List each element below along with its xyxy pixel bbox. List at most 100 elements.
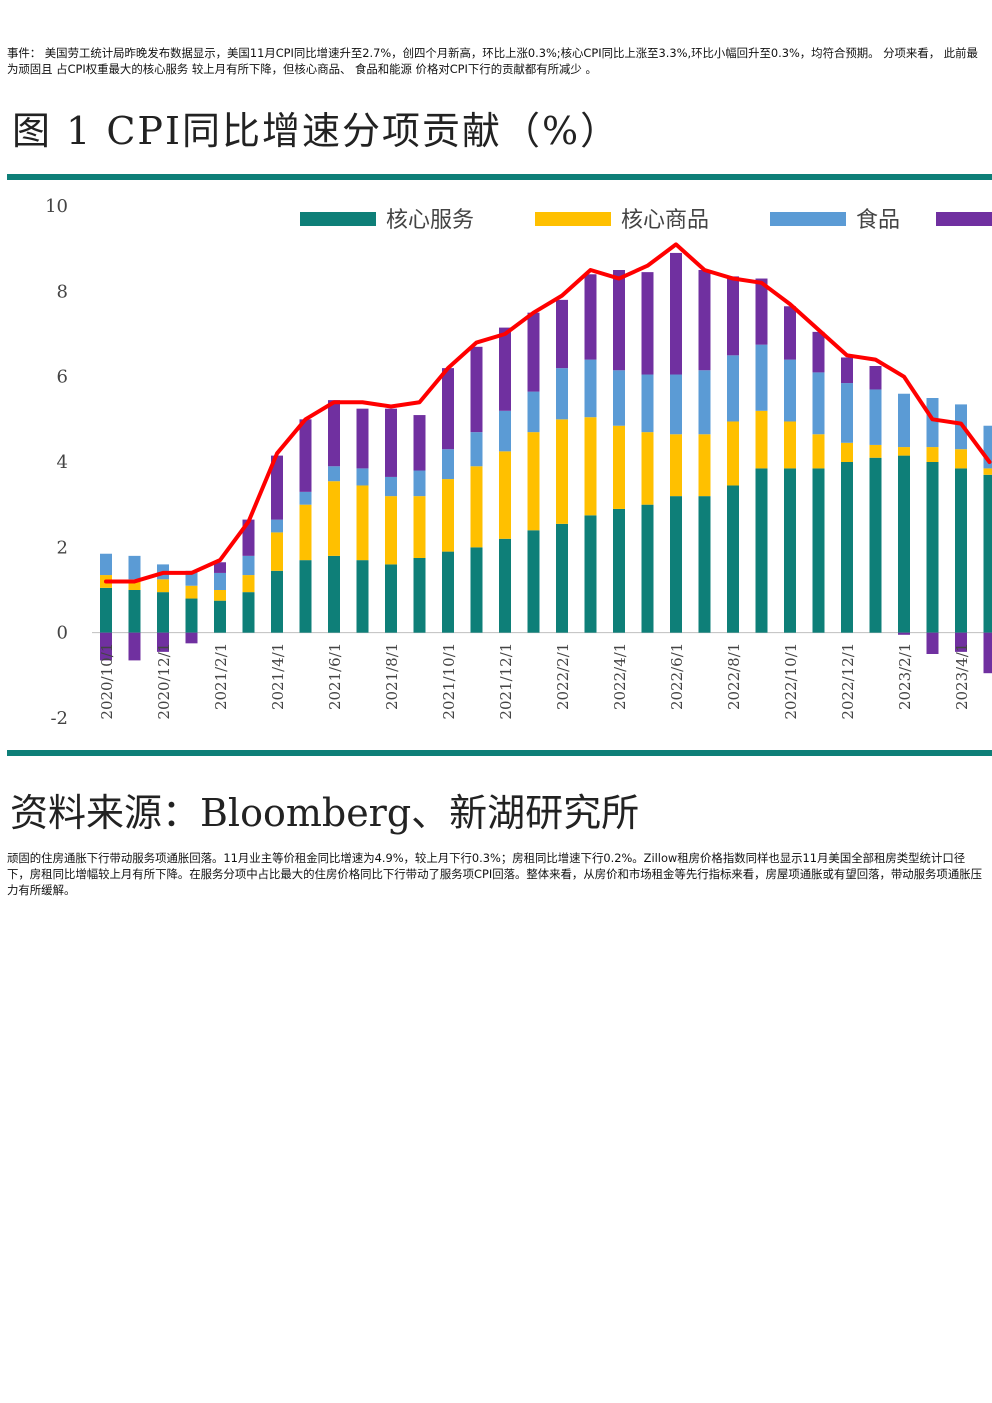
bar-segment [299, 491, 312, 505]
x-tick-label: 2020/10/1 [98, 643, 116, 720]
bar-segment [869, 389, 882, 445]
bar-segment [128, 590, 141, 633]
bar-segment [527, 432, 540, 531]
bar-segment [413, 558, 426, 633]
bar-segment [157, 632, 169, 652]
y-tick-label: 2 [57, 537, 68, 558]
chart-x-labels: 2020/10/1 2020/12/1 2021/2/1 2021/4/1 2021/6… [98, 643, 971, 720]
bar-segment [641, 272, 654, 375]
bar-segment [100, 587, 112, 633]
bar-segment [698, 434, 711, 497]
x-tick-label: 2021/12/1 [497, 643, 515, 720]
legend-label: 核心服务 [386, 208, 474, 233]
bar-segment [812, 331, 825, 373]
bar-segment [926, 398, 939, 448]
bar-segment [157, 579, 169, 593]
bar-segment [556, 299, 568, 369]
bar-segment [898, 632, 910, 635]
legend-label: 食品 [856, 208, 900, 233]
bar-segment [385, 564, 397, 633]
bar-segment [527, 312, 540, 392]
bar-segment [670, 374, 682, 435]
bar-segment [128, 632, 141, 661]
x-tick-label: 2021/4/1 [269, 643, 287, 710]
bar-segment [869, 366, 882, 390]
bar-segment [812, 372, 825, 435]
x-tick-label: 2020/12/1 [155, 643, 173, 720]
bar-segment [670, 496, 682, 633]
y-tick-label: -2 [50, 708, 68, 729]
bar-segment [983, 468, 992, 475]
bar-segment [727, 485, 739, 633]
bar-segment [983, 474, 992, 633]
bar-segment [299, 504, 312, 561]
bar-segment [955, 632, 967, 652]
bar-segment [299, 560, 312, 633]
bar-segment [214, 590, 226, 601]
legend-swatch [936, 212, 992, 226]
x-tick-label: 2021/2/1 [212, 643, 230, 710]
bar-segment [527, 391, 540, 433]
legend-swatch [535, 212, 611, 226]
bar-segment [328, 466, 340, 482]
bar-segment [470, 346, 483, 433]
bar-segment [727, 276, 739, 356]
cpi-line [104, 242, 992, 584]
bar-segment [613, 508, 625, 633]
bar-segment [470, 547, 483, 633]
bar-segment [100, 632, 112, 661]
bar-segment [413, 470, 426, 497]
bar-segment [556, 523, 568, 633]
bar-segment [271, 570, 283, 633]
bar-segment [983, 632, 992, 674]
bar-segment [413, 496, 426, 558]
bar-segment [926, 447, 939, 462]
bar-segment [641, 374, 654, 433]
bar-segment [784, 306, 796, 360]
x-tick-label: 2021/10/1 [440, 643, 458, 720]
bar-segment [584, 359, 597, 418]
bar-segment [356, 485, 369, 561]
bar-segment [385, 408, 397, 477]
figure-source: 资料来源：Bloomberg、新湖研究所 [10, 791, 640, 835]
chart-bars [100, 252, 992, 674]
x-tick-label: 2022/12/1 [839, 643, 857, 720]
bar-segment [698, 270, 711, 371]
bar-segment [385, 496, 397, 565]
figure-title: 图 1 CPI同比增速分项贡献（%） [12, 109, 621, 153]
y-tick-label: 4 [57, 452, 68, 473]
bar-segment [299, 419, 312, 492]
chart-legend: 核心服务 核心商品 食品 [300, 208, 992, 233]
bar-segment [812, 434, 825, 469]
bar-segment [356, 468, 369, 486]
bar-segment [499, 327, 511, 411]
bar-segment [442, 551, 454, 633]
bar-segment [328, 555, 340, 633]
y-tick-label: 6 [57, 367, 68, 388]
bar-segment [271, 519, 283, 533]
x-tick-label: 2022/6/1 [668, 643, 686, 710]
bar-segment [271, 532, 283, 571]
legend-label: 核心商品 [621, 208, 709, 233]
bar-segment [755, 410, 768, 469]
bar-segment [812, 468, 825, 633]
bar-segment [328, 481, 340, 556]
bar-segment [955, 449, 967, 469]
chart-y-labels: -2 0 2 4 6 8 10 [45, 196, 68, 729]
bar-segment [442, 479, 454, 552]
bar-segment [128, 555, 141, 580]
bar-segment [841, 357, 853, 384]
cpi-contribution-chart: 2020/10/1 2020/12/1 2021/2/1 2021/4/1 2021/6… [45, 196, 992, 729]
bar-segment [100, 553, 112, 576]
bar-segment [328, 400, 340, 467]
bar-segment [841, 383, 853, 443]
bar-segment [613, 370, 625, 426]
bar-segment [470, 432, 483, 467]
bar-segment [584, 515, 597, 633]
bar-segment [499, 410, 511, 452]
bar-segment [499, 451, 511, 539]
bar-segment [185, 598, 198, 633]
bar-segment [527, 530, 540, 633]
bar-segment [613, 270, 625, 371]
bar-segment [898, 455, 910, 633]
